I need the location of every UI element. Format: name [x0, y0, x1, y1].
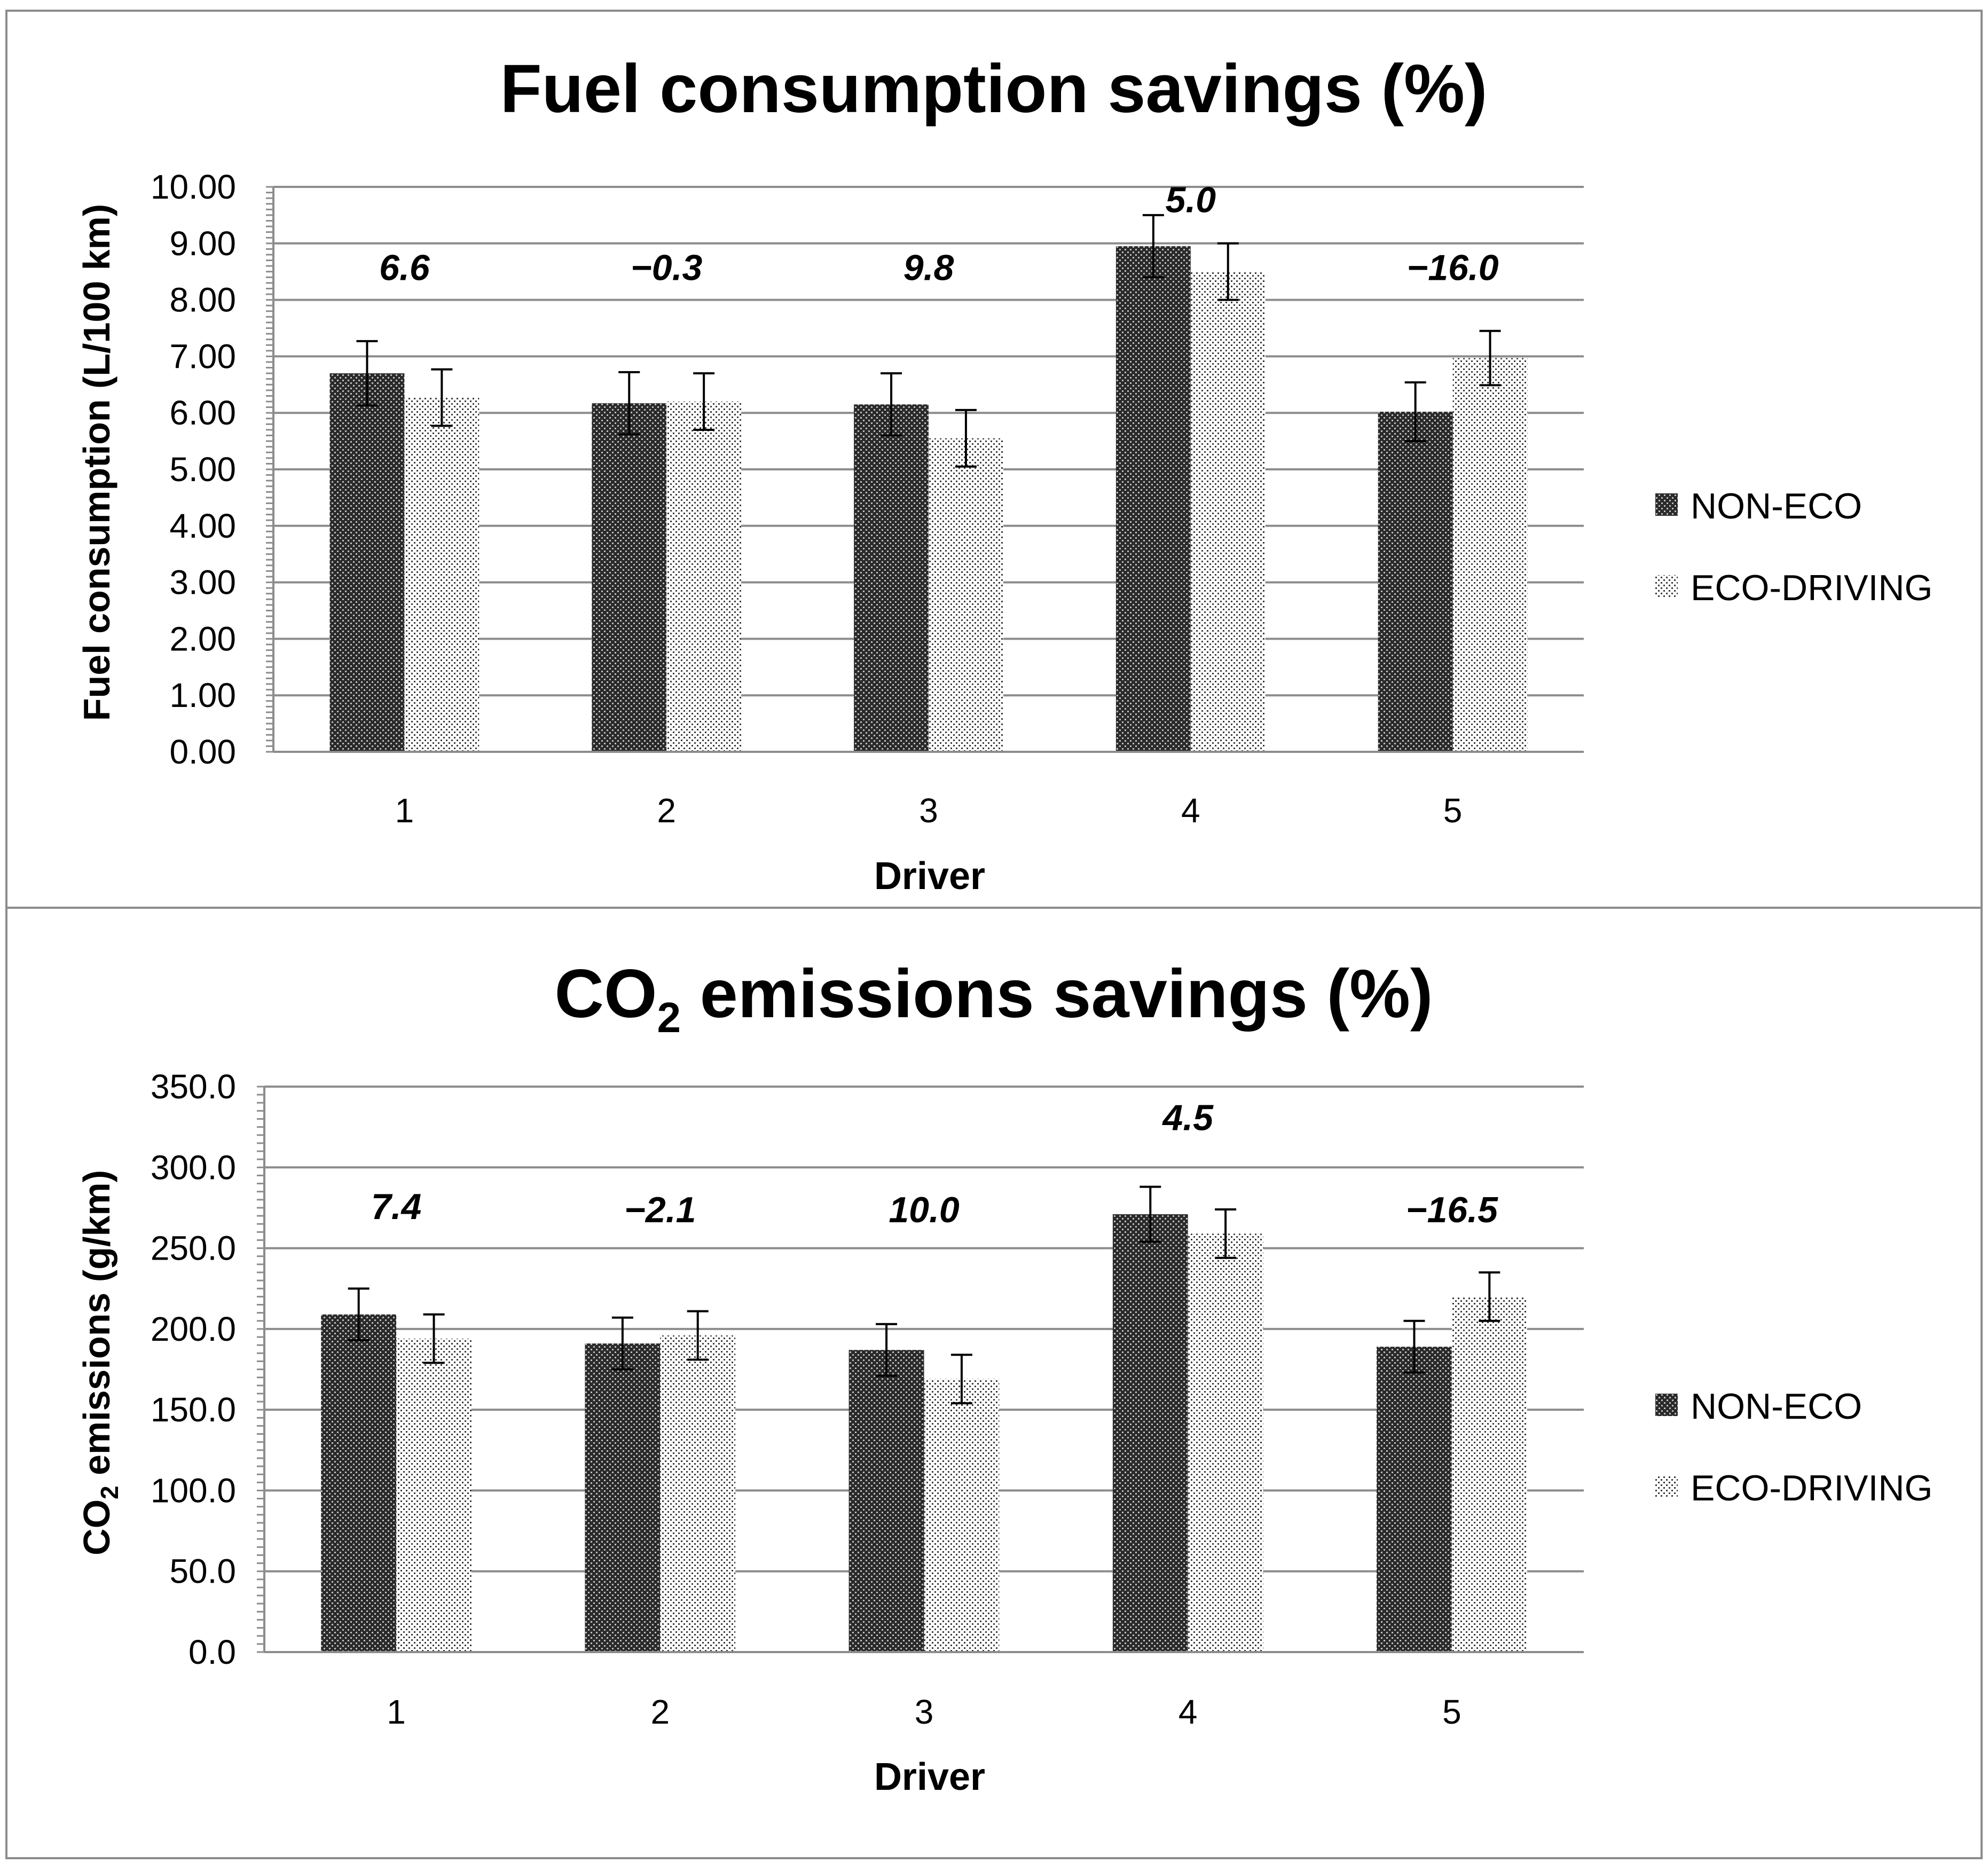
fuel-legend-noneco-label: NON-ECO: [1691, 486, 1862, 526]
savings-label: 6.6: [379, 248, 430, 288]
co2-legend-eco-label: ECO-DRIVING: [1691, 1468, 1932, 1508]
fuel-legend-eco-swatch: [1655, 575, 1678, 598]
y-tick-label: 350.0: [151, 1067, 236, 1106]
y-tick-label: 0.0: [188, 1633, 236, 1671]
y-tick-label: 4.00: [169, 507, 236, 545]
bar-noneco: [848, 1350, 924, 1652]
bar-noneco: [1112, 1214, 1188, 1652]
co2-savings-labels: 7.4 −2.1 10.0 4.5 −16.5: [371, 1098, 1498, 1230]
bar-noneco: [854, 404, 929, 752]
co2-chart-title: CO2 emissions savings (%): [555, 956, 1433, 1041]
fuel-x-tick-labels: 1 2 3 4 5: [395, 791, 1463, 830]
y-tick-label: 2.00: [169, 619, 236, 658]
co2-legend: NON-ECO ECO-DRIVING: [1655, 1386, 1932, 1508]
savings-label: 10.0: [889, 1190, 960, 1230]
fuel-x-axis-label: Driver: [874, 855, 985, 898]
y-tick-label: 100.0: [151, 1471, 236, 1510]
savings-label: 7.4: [371, 1186, 422, 1227]
fuel-legend-eco-label: ECO-DRIVING: [1691, 568, 1932, 608]
bar-noneco: [321, 1314, 397, 1652]
x-tick-label: 4: [1181, 791, 1200, 830]
x-tick-label: 1: [387, 1693, 406, 1731]
bar-eco: [1452, 358, 1528, 752]
savings-label: 5.0: [1166, 180, 1216, 221]
fuel-savings-labels: 6.6 −0.3 9.8 5.0 −16.0: [379, 180, 1499, 288]
co2-bars: [264, 1185, 1584, 1653]
y-tick-label: 300.0: [151, 1148, 236, 1186]
y-tick-label: 5.00: [169, 450, 236, 489]
fuel-legend-noneco-swatch: [1655, 493, 1678, 516]
bar-noneco: [1115, 246, 1191, 752]
bar-eco: [396, 1339, 472, 1652]
y-tick-label: 10.00: [151, 168, 236, 206]
x-tick-label: 5: [1442, 1693, 1461, 1731]
bar-eco: [1188, 1233, 1263, 1652]
savings-label: −2.1: [624, 1190, 696, 1230]
fuel-y-tick-labels: 0.00 1.00 2.00 3.00 4.00 5.00 6.00 7.00 8.00 9.00…: [151, 168, 236, 771]
bar-eco: [666, 402, 742, 752]
bar-noneco: [1378, 412, 1453, 752]
savings-label: 9.8: [903, 248, 954, 288]
x-tick-label: 2: [657, 791, 676, 830]
co2-x-axis-label: Driver: [874, 1756, 985, 1798]
co2-legend-noneco-swatch: [1655, 1394, 1678, 1416]
fuel-chart-title: Fuel consumption savings (%): [500, 51, 1487, 127]
co2-y-tick-labels: 0.0 50.0 100.0 150.0 200.0 250.0 300.0 350.0: [151, 1067, 236, 1671]
bar-eco: [1190, 271, 1266, 752]
x-tick-label: 3: [915, 1693, 934, 1731]
x-tick-label: 2: [651, 1693, 670, 1731]
bar-eco: [924, 1379, 1000, 1652]
co2-legend-noneco-label: NON-ECO: [1691, 1386, 1862, 1427]
bar-noneco: [592, 403, 667, 752]
y-tick-label: 8.00: [169, 281, 236, 319]
co2-x-tick-labels: 1 2 3 4 5: [387, 1693, 1461, 1731]
savings-label: −0.3: [631, 248, 702, 288]
y-tick-label: 9.00: [169, 224, 236, 263]
co2-legend-eco-swatch: [1655, 1475, 1678, 1498]
y-tick-label: 0.00: [169, 733, 236, 771]
y-tick-label: 6.00: [169, 394, 236, 432]
co2-chart: CO2 emissions savings (%) 0.050.0100.015…: [76, 956, 1932, 1798]
y-tick-label: 250.0: [151, 1229, 236, 1268]
bar-eco: [1451, 1296, 1527, 1652]
x-tick-label: 4: [1178, 1693, 1198, 1731]
x-tick-label: 5: [1443, 791, 1463, 830]
bar-noneco: [329, 373, 405, 752]
y-tick-label: 150.0: [151, 1390, 236, 1429]
x-tick-label: 3: [919, 791, 938, 830]
y-tick-label: 3.00: [169, 563, 236, 602]
fuel-bars: [273, 214, 1584, 753]
bar-noneco: [1377, 1347, 1452, 1652]
savings-label: −16.5: [1406, 1190, 1498, 1230]
savings-label: −16.0: [1407, 248, 1499, 288]
y-tick-label: 7.00: [169, 337, 236, 375]
bar-eco: [404, 397, 480, 752]
x-tick-label: 1: [395, 791, 414, 830]
savings-label: 4.5: [1161, 1098, 1214, 1138]
fuel-y-axis-label: Fuel consumption (L/100 km): [76, 204, 117, 721]
y-tick-label: 50.0: [169, 1552, 236, 1591]
bar-noneco: [585, 1343, 661, 1652]
bar-eco: [660, 1335, 736, 1652]
co2-y-axis-label: CO2 emissions (g/km): [76, 1170, 123, 1555]
bar-eco: [929, 438, 1003, 752]
fuel-legend: NON-ECO ECO-DRIVING: [1655, 486, 1932, 608]
y-tick-label: 200.0: [151, 1310, 236, 1348]
y-tick-label: 1.00: [169, 676, 236, 714]
fuel-chart: Fuel consumption savings (%) 0.00 1.00 2.0…: [76, 51, 1932, 898]
